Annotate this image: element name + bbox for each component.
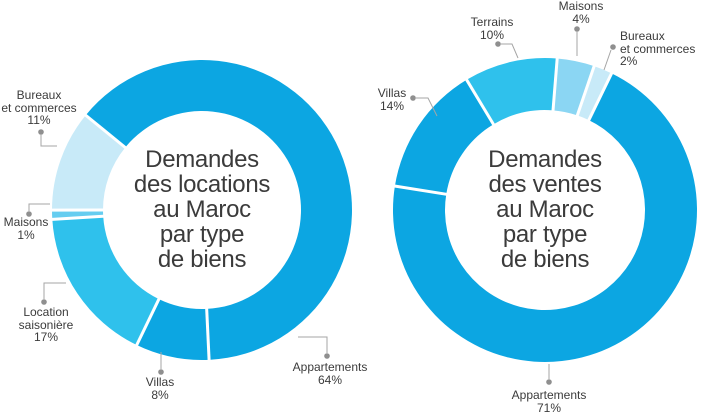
label-locations-villas: Villas 8%: [145, 375, 175, 402]
ventes-chart-title: Demandes des ventes au Maroc par type de…: [488, 146, 602, 273]
label-ventes-villas: Villas 14%: [377, 86, 407, 113]
leader-dot: [26, 211, 32, 217]
label-locations-appartements: Appartements 64%: [292, 360, 368, 387]
segment-separator: [205, 306, 211, 362]
segment-separator: [50, 214, 106, 222]
leader-line: [501, 43, 519, 59]
segment-locations-maisons: [52, 210, 104, 220]
label-ventes-bureaux: Bureaux et commerces 2%: [620, 29, 696, 68]
leader-dot: [41, 299, 47, 305]
segment-separator: [134, 296, 162, 348]
label-locations-maisons: Maisons 1%: [3, 215, 49, 242]
segment-ventes-terrains: [466, 58, 558, 125]
leader-line: [43, 282, 66, 299]
locations-chart-title: Demandes des locations au Maroc par type…: [133, 146, 271, 273]
segment-ventes-villas: [394, 79, 494, 195]
segment-separator: [392, 184, 449, 197]
leader-line: [603, 49, 612, 71]
segment-locations-bureaux: [51, 115, 126, 211]
leader-dot: [574, 26, 580, 32]
label-locations-saisoniere: Location saisonière 17%: [18, 305, 74, 344]
segment-separator: [586, 70, 614, 123]
locations-donut: [26, 59, 352, 375]
segment-separator: [464, 77, 496, 127]
leader-dot: [158, 369, 164, 375]
label-ventes-terrains: Terrains 10%: [470, 15, 514, 42]
segment-ventes-maisons: [553, 58, 595, 116]
segment-locations-appartements: [85, 59, 352, 360]
leader-dot: [495, 41, 501, 47]
segment-separator: [575, 63, 597, 118]
leader-dot: [410, 95, 416, 101]
label-locations-bureaux: Bureaux et commerces 11%: [1, 88, 77, 127]
segment-locations-location: [52, 216, 159, 346]
leader-dot: [546, 379, 552, 385]
segment-ventes-bureaux: [577, 66, 612, 121]
leader-line: [298, 336, 328, 353]
segment-separator: [551, 56, 559, 113]
segment-ventes-appartements: [392, 73, 697, 363]
leader-dot: [38, 129, 44, 135]
leader-dot: [324, 353, 330, 359]
leader-line: [416, 97, 438, 117]
label-ventes-maisons: Maisons 4%: [558, 0, 604, 26]
segment-locations-villas: [136, 299, 210, 360]
label-ventes-appartements: Appartements 71%: [511, 388, 587, 412]
ventes-donut: [392, 26, 697, 385]
leader-line: [40, 135, 57, 147]
leader-line: [28, 203, 50, 211]
leader-dot: [610, 44, 616, 50]
segment-separator: [83, 112, 128, 150]
